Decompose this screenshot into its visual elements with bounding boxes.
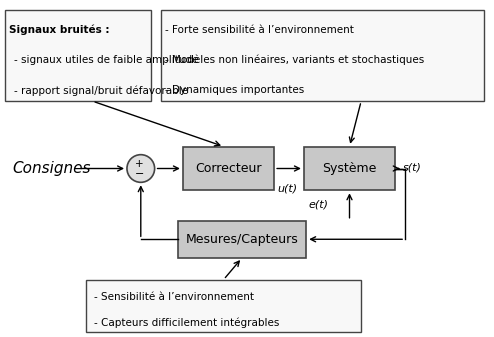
FancyBboxPatch shape	[5, 10, 151, 101]
FancyBboxPatch shape	[178, 221, 306, 258]
FancyBboxPatch shape	[183, 147, 274, 190]
Text: Signaux bruités :: Signaux bruités :	[9, 25, 109, 35]
FancyBboxPatch shape	[86, 280, 361, 332]
Text: - Modèles non linéaires, variants et stochastiques: - Modèles non linéaires, variants et sto…	[165, 55, 424, 65]
FancyBboxPatch shape	[161, 10, 484, 101]
FancyBboxPatch shape	[304, 147, 395, 190]
Text: - signaux utiles de faible amplitude: - signaux utiles de faible amplitude	[14, 55, 198, 65]
Text: e(t): e(t)	[308, 200, 328, 210]
Text: −: −	[135, 168, 144, 179]
Text: - Forte sensibilité à l’environnement: - Forte sensibilité à l’environnement	[165, 25, 353, 35]
Text: - Capteurs difficilement intégrables: - Capteurs difficilement intégrables	[94, 317, 279, 328]
Ellipse shape	[127, 155, 155, 182]
Text: Correcteur: Correcteur	[195, 162, 262, 175]
Text: - Sensibilité à l’environnement: - Sensibilité à l’environnement	[94, 292, 254, 302]
Text: - rapport signal/bruit défavorable: - rapport signal/bruit défavorable	[14, 85, 188, 96]
Text: Consignes: Consignes	[12, 161, 91, 176]
Text: Mesures/Capteurs: Mesures/Capteurs	[186, 233, 298, 246]
Text: +: +	[135, 159, 144, 170]
Text: Système: Système	[322, 162, 377, 175]
Text: u(t): u(t)	[278, 184, 298, 194]
Text: s(t): s(t)	[403, 162, 421, 172]
Text: - Dynamiques importantes: - Dynamiques importantes	[165, 86, 304, 95]
